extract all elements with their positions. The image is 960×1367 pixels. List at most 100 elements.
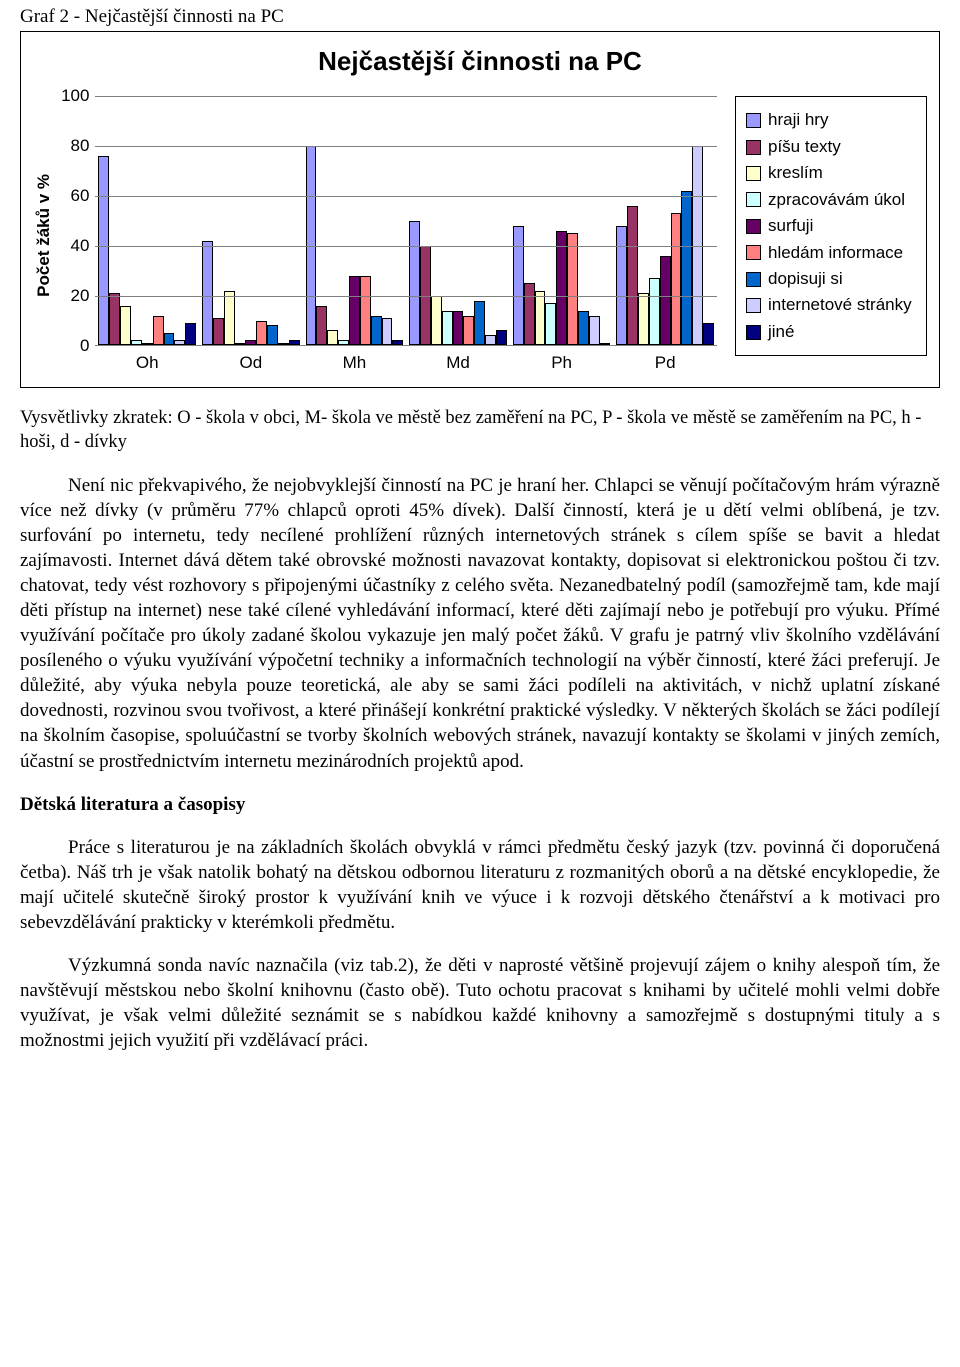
bar-group	[613, 96, 717, 345]
bar	[524, 283, 535, 345]
y-tick-label: 0	[59, 335, 89, 357]
bar	[213, 318, 224, 345]
chart-container: Nejčastější činnosti na PC Počet žáků v …	[20, 31, 940, 388]
legend-label: hraji hry	[768, 109, 828, 131]
legend-label: internetové stránky	[768, 294, 912, 316]
bar	[589, 316, 600, 346]
bar	[649, 278, 660, 345]
bar	[382, 318, 393, 345]
bar	[153, 316, 164, 346]
x-tick-label: Ph	[510, 352, 614, 374]
figure-label: Graf 2 - Nejčastější činnosti na PC	[20, 4, 940, 29]
gridline	[95, 96, 717, 97]
legend-swatch	[746, 140, 761, 155]
bar-groups	[95, 96, 717, 345]
bar	[703, 323, 714, 345]
legend-label: jiné	[768, 321, 794, 343]
legend-swatch	[746, 166, 761, 181]
bar	[267, 325, 278, 345]
bar-group	[406, 96, 510, 345]
bar	[627, 206, 638, 345]
bar	[278, 343, 289, 345]
y-tick-label: 100	[59, 85, 89, 107]
bar	[442, 311, 453, 346]
body-paragraph-1: Není nic překvapivého, že nejobvyklejší …	[20, 473, 940, 774]
bar	[638, 293, 649, 345]
legend-swatch	[746, 272, 761, 287]
bar	[338, 340, 349, 345]
bar-group	[510, 96, 614, 345]
x-tick-label: Od	[199, 352, 303, 374]
x-tick-label: Md	[406, 352, 510, 374]
section-heading: Dětská literatura a časopisy	[20, 792, 940, 817]
bar	[289, 340, 300, 345]
bar	[567, 233, 578, 345]
legend-label: dopisuji si	[768, 268, 843, 290]
legend-label: surfuji	[768, 215, 813, 237]
bar	[556, 231, 567, 346]
legend-swatch	[746, 113, 761, 128]
legend-swatch	[746, 219, 761, 234]
legend-swatch	[746, 325, 761, 340]
bar	[535, 291, 546, 346]
body-paragraph-2: Práce s literaturou je na základních ško…	[20, 835, 940, 935]
legend-item: jiné	[746, 321, 916, 343]
bar	[109, 293, 120, 345]
bar	[185, 323, 196, 345]
bar	[431, 296, 442, 346]
bar	[485, 335, 496, 345]
bar	[463, 316, 474, 346]
bar	[392, 340, 403, 345]
chart-legend: hraji hry píšu texty kreslím zpracovávám úk…	[735, 96, 927, 356]
y-axis-title: Počet žáků v %	[33, 174, 55, 297]
bar	[164, 333, 175, 345]
legend-label: hledám informace	[768, 242, 903, 264]
y-tick-label: 20	[59, 285, 89, 307]
legend-label: zpracovávám úkol	[768, 189, 905, 211]
legend-item: hraji hry	[746, 109, 916, 131]
bar	[202, 241, 213, 346]
legend-swatch	[746, 298, 761, 313]
y-tick-label: 60	[59, 185, 89, 207]
bar	[120, 306, 131, 346]
y-tick-label: 80	[59, 135, 89, 157]
bar	[671, 213, 682, 345]
bar	[474, 301, 485, 346]
legend-swatch	[746, 192, 761, 207]
plot-inner	[95, 96, 717, 346]
bar	[616, 226, 627, 346]
gridline	[95, 246, 717, 247]
y-tick-label: 40	[59, 235, 89, 257]
x-tick-label: Mh	[303, 352, 407, 374]
bar	[235, 343, 246, 345]
gridline	[95, 196, 717, 197]
body-paragraph-3: Výzkumná sonda navíc naznačila (viz tab.…	[20, 953, 940, 1053]
bar-group	[199, 96, 303, 345]
bar	[224, 291, 235, 346]
legend-item: zpracovávám úkol	[746, 189, 916, 211]
legend-item: surfuji	[746, 215, 916, 237]
bar	[600, 343, 611, 345]
chart-body: Počet žáků v % 020406080100 OhOdMhMdPhPd…	[33, 96, 927, 374]
legend-swatch	[746, 245, 761, 260]
x-tick-label: Oh	[95, 352, 199, 374]
x-tick-label: Pd	[613, 352, 717, 374]
legend-item: píšu texty	[746, 136, 916, 158]
chart-title: Nejčastější činnosti na PC	[33, 44, 927, 78]
plot-area: 020406080100	[59, 96, 721, 346]
bar	[174, 340, 185, 345]
bar	[327, 330, 338, 345]
bar	[245, 340, 256, 345]
bar	[453, 311, 464, 346]
bar	[349, 276, 360, 346]
bar	[131, 340, 142, 345]
legend-item: kreslím	[746, 162, 916, 184]
x-axis-labels: OhOdMhMdPhPd	[95, 352, 717, 374]
legend-label: píšu texty	[768, 136, 841, 158]
bar	[578, 311, 589, 346]
bar	[660, 256, 671, 346]
bar	[142, 343, 153, 345]
bar	[681, 191, 692, 345]
bar	[513, 226, 524, 346]
bar	[545, 303, 556, 345]
